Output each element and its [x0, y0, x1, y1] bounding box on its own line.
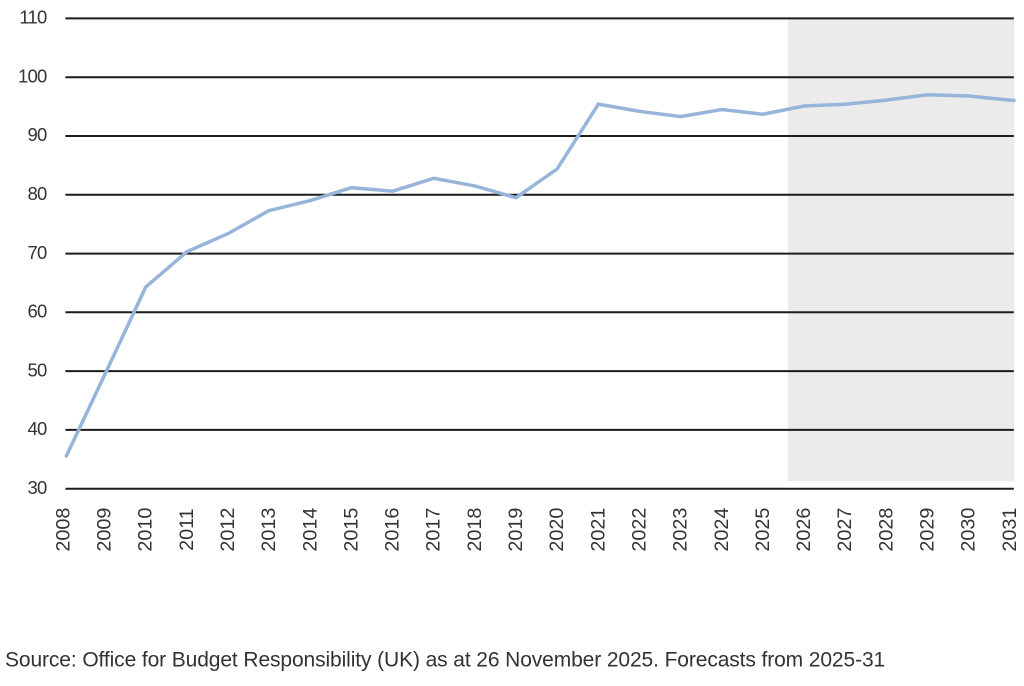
- svg-text:2011: 2011: [176, 508, 198, 551]
- svg-text:110: 110: [19, 7, 47, 28]
- svg-text:2031: 2031: [999, 508, 1021, 552]
- svg-text:2029: 2029: [917, 508, 939, 552]
- svg-text:2027: 2027: [834, 508, 856, 552]
- svg-text:40: 40: [28, 418, 47, 439]
- svg-text:2018: 2018: [464, 508, 486, 552]
- svg-text:2020: 2020: [546, 508, 568, 552]
- svg-text:Source: Office for Budget Resp: Source: Office for Budget Responsibility…: [5, 649, 885, 672]
- svg-text:2023: 2023: [670, 508, 692, 552]
- svg-text:2025: 2025: [752, 508, 774, 552]
- svg-text:2009: 2009: [94, 508, 116, 552]
- svg-text:2019: 2019: [505, 508, 527, 552]
- svg-text:2024: 2024: [711, 508, 733, 552]
- svg-text:2008: 2008: [52, 508, 74, 552]
- svg-text:2022: 2022: [629, 508, 651, 552]
- svg-text:2012: 2012: [217, 508, 239, 552]
- svg-text:2028: 2028: [875, 508, 897, 552]
- svg-text:30: 30: [28, 477, 47, 498]
- svg-text:70: 70: [28, 242, 47, 263]
- svg-text:2014: 2014: [299, 508, 321, 552]
- svg-text:2013: 2013: [258, 508, 280, 552]
- svg-text:2026: 2026: [793, 508, 815, 552]
- svg-text:80: 80: [28, 183, 47, 204]
- svg-text:50: 50: [28, 359, 47, 380]
- svg-text:90: 90: [28, 124, 47, 145]
- svg-text:2010: 2010: [135, 508, 157, 552]
- svg-text:2015: 2015: [340, 508, 362, 552]
- svg-text:2016: 2016: [382, 508, 404, 552]
- svg-text:2021: 2021: [587, 508, 609, 552]
- svg-text:100: 100: [18, 65, 47, 86]
- svg-text:2017: 2017: [423, 508, 445, 552]
- svg-text:2030: 2030: [958, 508, 980, 552]
- svg-text:60: 60: [28, 301, 47, 322]
